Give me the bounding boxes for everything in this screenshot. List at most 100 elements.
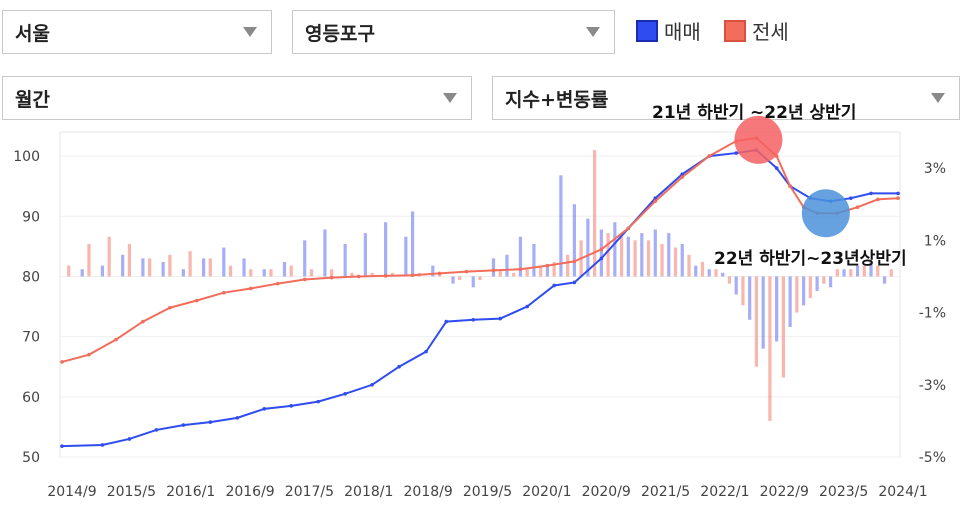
jeonse-rate-bar xyxy=(350,272,354,277)
jeonse-rate-bar xyxy=(889,269,893,277)
jeonse-rate-bar xyxy=(309,269,314,277)
sale-rate-bar xyxy=(518,236,523,277)
jeonse-rate-bar xyxy=(208,258,212,277)
jeonse-rate-bar xyxy=(458,276,462,281)
highlight-circle-blue xyxy=(801,189,850,238)
jeonse-rate-bar xyxy=(525,269,529,277)
y-right-tick-label: -1% xyxy=(919,306,946,322)
sale-swatch-icon xyxy=(636,19,658,42)
jeonse-index-point xyxy=(302,277,307,282)
sale-index-line xyxy=(61,148,898,448)
sale-rate-bar xyxy=(222,247,226,277)
jeonse-index-point xyxy=(222,290,226,295)
jeonse-rate-bar xyxy=(289,265,293,277)
jeonse-rate-bar xyxy=(512,272,516,277)
jeonse-index-point xyxy=(168,305,172,310)
jeonse-rate-bar xyxy=(687,254,691,277)
x-tick-label: 2022/1 xyxy=(700,484,749,500)
jeonse-index-point xyxy=(437,271,442,276)
sale-rate-bar xyxy=(640,233,644,277)
jeonse-index-point xyxy=(707,154,712,158)
sale-index-point xyxy=(498,316,503,321)
sale-rate-bar xyxy=(869,262,873,277)
y-left-tick-label: 60 xyxy=(22,390,40,406)
jeonse-rate-bar xyxy=(700,262,705,277)
jeonse-index-point xyxy=(383,274,388,278)
sale-index-point xyxy=(127,437,132,441)
sale-rate-bar xyxy=(121,254,125,277)
x-tick-label: 2024/1 xyxy=(878,484,927,500)
x-tick-label: 2019/5 xyxy=(463,484,512,500)
jeonse-rate-bar xyxy=(188,251,192,277)
jeonse-index-point xyxy=(599,247,604,252)
jeonse-index-point xyxy=(356,274,361,279)
jeonse-rate-bar xyxy=(498,269,502,277)
sale-index-point xyxy=(262,407,267,411)
jeonse-rate-bar xyxy=(660,243,664,277)
jeonse-index-point xyxy=(329,275,334,280)
chevron-down-icon xyxy=(931,93,945,103)
jeonse-rate-bar xyxy=(148,258,152,277)
jeonse-rate-bar xyxy=(633,240,637,277)
sale-rate-bar xyxy=(303,240,307,277)
sale-index-point xyxy=(100,443,105,447)
jeonse-rate-bar xyxy=(269,269,273,277)
jeonse-rate-bar xyxy=(478,276,482,281)
jeonse-rate-bar xyxy=(835,269,839,277)
sale-index-point xyxy=(734,151,738,155)
y-right-tick-label: 3% xyxy=(924,161,946,177)
y-left-tick-label: 80 xyxy=(22,269,40,285)
x-tick-label: 2018/1 xyxy=(344,484,393,500)
district-select[interactable]: 영등포구 xyxy=(292,10,615,54)
jeonse-index-point xyxy=(114,337,118,342)
sale-index-point xyxy=(525,304,529,309)
jeonse-rate-bar xyxy=(862,265,866,277)
legend-item-sale[interactable]: 매매 xyxy=(636,16,701,45)
sale-rate-bar xyxy=(262,269,266,277)
x-tick-label: 2016/1 xyxy=(166,484,215,500)
jeonse-rate-bar xyxy=(539,265,543,277)
sale-rate-bar xyxy=(748,276,752,320)
jeonse-rate-bar xyxy=(606,233,610,277)
jeonse-rate-bar xyxy=(566,254,570,277)
legend-item-jeonse[interactable]: 전세 xyxy=(724,16,789,45)
jeonse-rate-bar xyxy=(87,243,91,277)
region-select[interactable]: 서울 xyxy=(2,10,272,54)
jeonse-index-point xyxy=(545,263,550,268)
metric-select[interactable]: 지수+변동률 xyxy=(492,76,960,120)
x-tick-label: 2017/5 xyxy=(285,484,334,500)
jeonse-rate-bar xyxy=(714,269,718,277)
sale-index-point xyxy=(343,392,347,396)
sale-rate-bar xyxy=(613,222,617,277)
jeonse-index-point xyxy=(464,269,469,274)
jeonse-rate-bar xyxy=(673,247,678,277)
sale-rate-bar xyxy=(343,243,347,277)
period-select[interactable]: 월간 xyxy=(2,76,472,120)
jeonse-rate-bar xyxy=(228,265,233,277)
sale-rate-bar xyxy=(282,262,287,277)
y-left-tick-label: 90 xyxy=(22,209,40,225)
sale-rate-bar xyxy=(451,276,455,284)
sale-rate-bar xyxy=(363,233,367,277)
x-tick-label: 2021/5 xyxy=(641,484,690,500)
sale-rate-bar xyxy=(734,276,738,295)
sale-rate-bar xyxy=(802,276,806,306)
annotation-label-second: 22년 하반기~23년상반기 xyxy=(714,249,907,269)
sale-rate-bar xyxy=(100,265,105,277)
jeonse-index-point xyxy=(195,298,199,303)
x-tick-label: 2016/9 xyxy=(225,484,274,500)
jeonse-rate-bar xyxy=(168,254,172,277)
sale-index-point xyxy=(181,423,186,427)
metric-select-value: 지수+변동률 xyxy=(505,88,609,111)
sale-rate-bar xyxy=(404,236,408,277)
sale-rate-bar xyxy=(626,236,630,277)
sale-index-point xyxy=(370,382,374,387)
sale-rate-bar xyxy=(599,229,603,277)
sale-rate-bar xyxy=(653,229,657,277)
sale-index-point xyxy=(154,428,159,432)
sale-rate-bar xyxy=(242,258,246,277)
sale-index-point xyxy=(444,319,449,324)
y-left-tick-label: 70 xyxy=(22,330,40,346)
jeonse-index-point xyxy=(275,281,280,286)
